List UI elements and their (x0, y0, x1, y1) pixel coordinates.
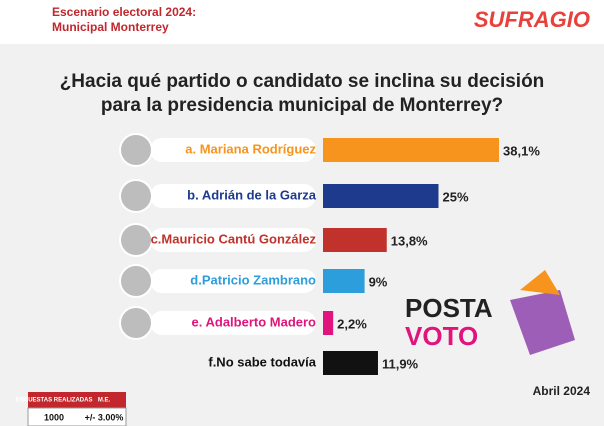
avatar (119, 179, 153, 213)
logo-shape (510, 290, 575, 355)
header-band (0, 0, 604, 44)
label-bg (150, 269, 316, 293)
avatar (119, 223, 153, 257)
bar (323, 184, 439, 208)
logo-text: VOTO (405, 321, 478, 351)
category-label: b. Adrián de la Garza (187, 187, 317, 202)
value-label: 9% (369, 274, 388, 289)
logo-text: POSTA (405, 293, 493, 323)
category-label: f.No sabe todavía (208, 354, 316, 369)
label-bg (150, 311, 316, 335)
bar (323, 351, 378, 375)
category-label: e. Adalberto Madero (192, 314, 317, 329)
header-line: Municipal Monterrey (52, 20, 169, 34)
value-label: 2,2% (337, 316, 367, 331)
bar (323, 228, 387, 252)
table-cell: +/- 3.00% (85, 412, 124, 422)
posta-voto-logo: POSTA VOTO (405, 270, 575, 355)
table-header-bg (28, 392, 126, 408)
table-row-bg (27, 407, 127, 426)
value-label: 13,8% (391, 233, 428, 248)
bar (323, 269, 365, 293)
label-bg (150, 184, 316, 208)
avatar (119, 306, 153, 340)
chart-title: ¿Hacia qué partido o candidato se inclin… (60, 71, 545, 92)
date: Abril 2024 (533, 384, 591, 398)
header-line: Escenario electoral 2024: (52, 5, 196, 19)
category-label: c.Mauricio Cantú González (151, 231, 317, 246)
chart-title: para la presidencia municipal de Monterr… (101, 95, 503, 116)
label-bg (150, 228, 316, 252)
category-label: d.Patricio Zambrano (190, 272, 316, 287)
bar (323, 138, 500, 162)
category-label: a. Mariana Rodríguez (185, 141, 316, 156)
label-bg (150, 138, 316, 162)
value-label: 11,9% (382, 356, 419, 371)
value-label: 38,1% (503, 143, 540, 158)
logo-shape (520, 270, 560, 295)
table-cell: 1000 (44, 412, 64, 422)
table-header: M.E. (98, 398, 111, 404)
avatar (119, 264, 153, 298)
avatar (119, 133, 153, 167)
bar (323, 311, 334, 335)
table-header: ENCUESTAS REALIZADAS (16, 398, 93, 404)
method-table: ENCUESTAS REALIZADAS M.E. 1000 +/- 3.00% (16, 392, 127, 426)
brand: SUFRAGIO (474, 7, 590, 32)
value-label: 25% (443, 189, 469, 204)
